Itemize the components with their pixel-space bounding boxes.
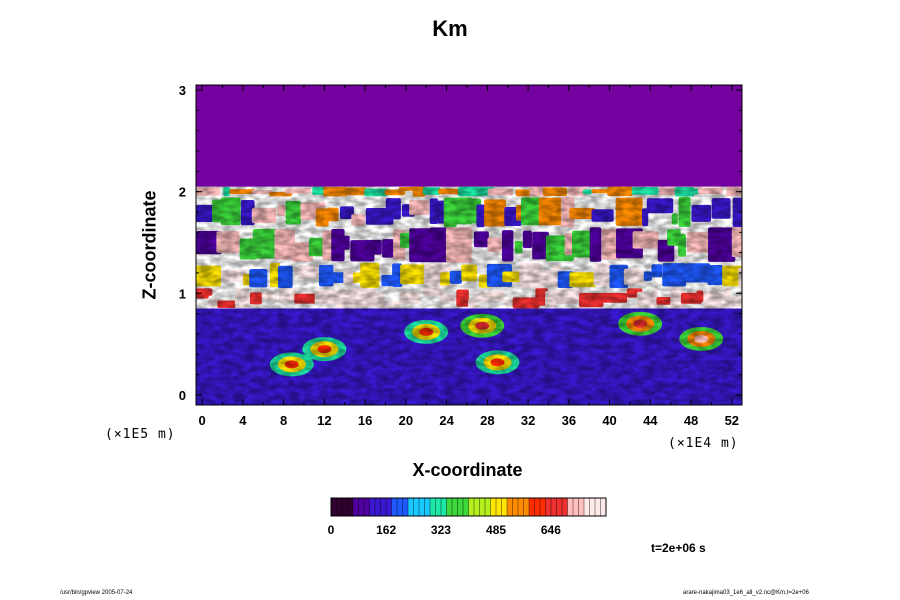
colorbar-cell xyxy=(358,498,365,516)
colorbar-cell xyxy=(331,498,337,516)
colorbar-cell xyxy=(507,498,513,516)
colorbar-cell xyxy=(364,498,370,516)
footer-left: /usr/bin/gpview 2005-07-24 xyxy=(60,590,133,596)
colorbar-cell xyxy=(347,498,354,516)
colorbar-cell xyxy=(534,498,541,516)
colorbar-cell xyxy=(485,498,491,516)
colorbar-tick-label: 646 xyxy=(541,523,561,537)
x-tick-label: 28 xyxy=(480,413,494,428)
colorbar-cell xyxy=(397,498,403,516)
x-tick-label: 36 xyxy=(562,413,576,428)
y-axis: 0 1 2 3 xyxy=(179,83,742,403)
x-tick-label: 16 xyxy=(358,413,372,428)
colorbar-cell xyxy=(353,498,359,516)
x-tick-label: 48 xyxy=(684,413,698,428)
colorbar-cell xyxy=(512,498,519,516)
colorbar-cell xyxy=(430,498,436,516)
x-tick-label: 20 xyxy=(399,413,413,428)
colorbar-cell xyxy=(578,498,585,516)
colorbar-cell xyxy=(496,498,502,516)
y-tick-label: 3 xyxy=(179,83,186,98)
colorbar-cell xyxy=(452,498,458,516)
colorbar-cell xyxy=(380,498,387,516)
colorbar-cell xyxy=(446,498,453,516)
x-tick-label: 24 xyxy=(439,413,454,428)
chart-title: Km xyxy=(432,16,468,41)
x-axis-label: X-coordinate xyxy=(412,460,523,480)
colorbar-cell xyxy=(556,498,563,516)
y-tick-label: 2 xyxy=(179,185,186,200)
colorbar-cell xyxy=(402,498,409,516)
colorbar-tick-label: 323 xyxy=(431,523,451,537)
x-tick-label: 32 xyxy=(521,413,535,428)
plot-frame xyxy=(195,84,743,406)
colorbar-tick-label: 485 xyxy=(486,523,506,537)
colorbar-cell xyxy=(457,498,464,516)
colorbar-cell xyxy=(584,498,590,516)
colorbar-cell xyxy=(562,498,568,516)
colorbar-cell xyxy=(463,498,469,516)
colorbar-cell xyxy=(490,498,497,516)
time-label: t=2e+06 s xyxy=(651,541,706,555)
colorbar-cell xyxy=(408,498,414,516)
colorbar-cell xyxy=(419,498,425,516)
colorbar-cell xyxy=(551,498,557,516)
colorbar-cell xyxy=(545,498,552,516)
colorbar-cell xyxy=(595,498,601,516)
colorbar: 0 162 323 485 646 xyxy=(328,497,607,537)
colorbar-cell xyxy=(441,498,447,516)
colorbar-frame xyxy=(330,497,607,517)
colorbar-tick-label: 0 xyxy=(328,523,335,537)
colorbar-cell xyxy=(600,498,607,516)
colorbar-cell xyxy=(540,498,546,516)
x-tick-label: 40 xyxy=(602,413,616,428)
x-tick-label: 52 xyxy=(725,413,739,428)
colorbar-tick-label: 162 xyxy=(376,523,396,537)
x-tick-label: 8 xyxy=(280,413,287,428)
colorbar-cell xyxy=(518,498,524,516)
colorbar-cell xyxy=(386,498,392,516)
colorbar-cell xyxy=(424,498,431,516)
band-cell xyxy=(739,141,742,151)
colorbar-cell xyxy=(336,498,343,516)
x-tick-label: 44 xyxy=(643,413,658,428)
colorbar-cell xyxy=(435,498,442,516)
y-axis-label: Z-coordinate xyxy=(139,190,160,300)
colorbar-cell xyxy=(342,498,348,516)
colorbar-cell xyxy=(391,498,398,516)
x-axis: 0 4 8 12 16 20 24 28 32 36 40 44 48 52 xyxy=(198,85,739,428)
colorbar-cell xyxy=(529,498,535,516)
colorbar-cell xyxy=(474,498,480,516)
x-unit-label: (×1E5 m) xyxy=(105,427,176,442)
colorbar-cell xyxy=(375,498,381,516)
x-tick-label: 0 xyxy=(198,413,205,428)
colorbar-cell xyxy=(523,498,530,516)
y-unit-label: (×1E4 m) xyxy=(668,436,739,451)
colorbar-cell xyxy=(413,498,420,516)
colorbar-cell xyxy=(468,498,475,516)
colorbar-cell xyxy=(369,498,376,516)
colorbar-cell xyxy=(573,498,579,516)
y-tick-label: 0 xyxy=(179,388,186,403)
colorbar-cell xyxy=(567,498,574,516)
top-layer xyxy=(196,85,742,187)
colorbar-cell xyxy=(501,498,508,516)
colorbar-cell xyxy=(589,498,596,516)
x-tick-label: 4 xyxy=(239,413,247,428)
footer-right: arare-nakajima03_1e6_all_v2.nc@Km,t=2e+0… xyxy=(683,590,809,596)
y-tick-label: 1 xyxy=(179,286,186,301)
colorbar-cell xyxy=(479,498,486,516)
x-tick-label: 12 xyxy=(317,413,331,428)
